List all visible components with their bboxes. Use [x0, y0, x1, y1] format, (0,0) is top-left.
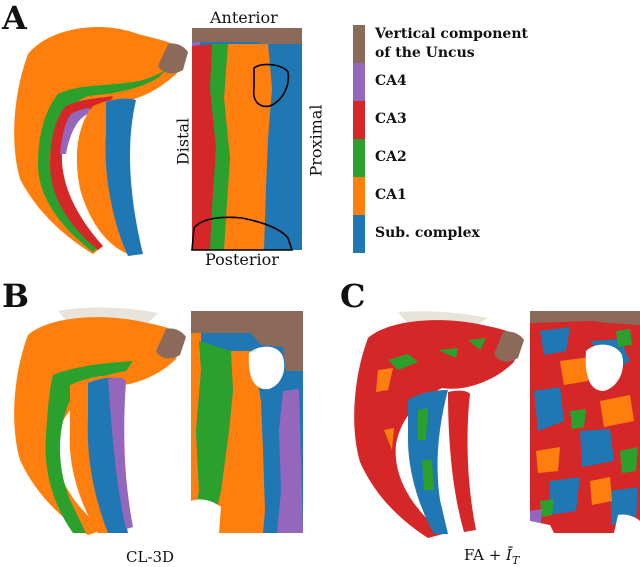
- flat-map-right-label: Proximal: [306, 104, 326, 177]
- legend-label-ca1: CA1: [375, 187, 407, 203]
- panel-c-letter: C: [340, 277, 366, 315]
- panel-c-caption-main: FA +: [464, 546, 507, 564]
- panel-c-flat-map: [530, 311, 640, 533]
- panel-b-caption: CL-3D: [126, 548, 175, 566]
- legend-label-uncus-line2: of the Uncus: [375, 45, 475, 61]
- panel-c-caption: FA + ĪT: [464, 546, 519, 567]
- legend-label-ca2: CA2: [375, 149, 407, 165]
- legend-swatch-ca4: [353, 63, 365, 101]
- flat-map-bottom-label: Posterior: [205, 250, 279, 269]
- panel-a-flat-map: [191, 28, 302, 251]
- panel-c-3d-hippocampus: [354, 311, 524, 538]
- panel-a-letter: A: [2, 0, 27, 37]
- legend-swatch-subcomplex: [353, 215, 365, 253]
- flat-map-left-label: Distal: [173, 117, 193, 166]
- legend-label-ca4: CA4: [375, 73, 407, 89]
- legend-label-uncus-line1: Vertical component: [375, 26, 528, 42]
- panel-c-caption-symbol: Ī: [506, 546, 512, 564]
- panel-b-flat-map: [191, 311, 303, 533]
- flat-map-top-label: Anterior: [210, 8, 278, 27]
- panel-b-letter: B: [2, 277, 30, 315]
- panel-a-3d-hippocampus: [14, 26, 188, 256]
- legend-swatch-uncus: [353, 25, 365, 63]
- panel-c-caption-subscript: T: [511, 554, 520, 567]
- legend-swatch-ca3: [353, 101, 365, 139]
- legend-swatch-ca2: [353, 139, 365, 177]
- legend-label-ca3: CA3: [375, 111, 407, 127]
- legend-swatch-ca1: [353, 177, 365, 215]
- panel-b-3d-hippocampus: [14, 307, 186, 535]
- legend-label-subcomplex: Sub. complex: [375, 225, 480, 241]
